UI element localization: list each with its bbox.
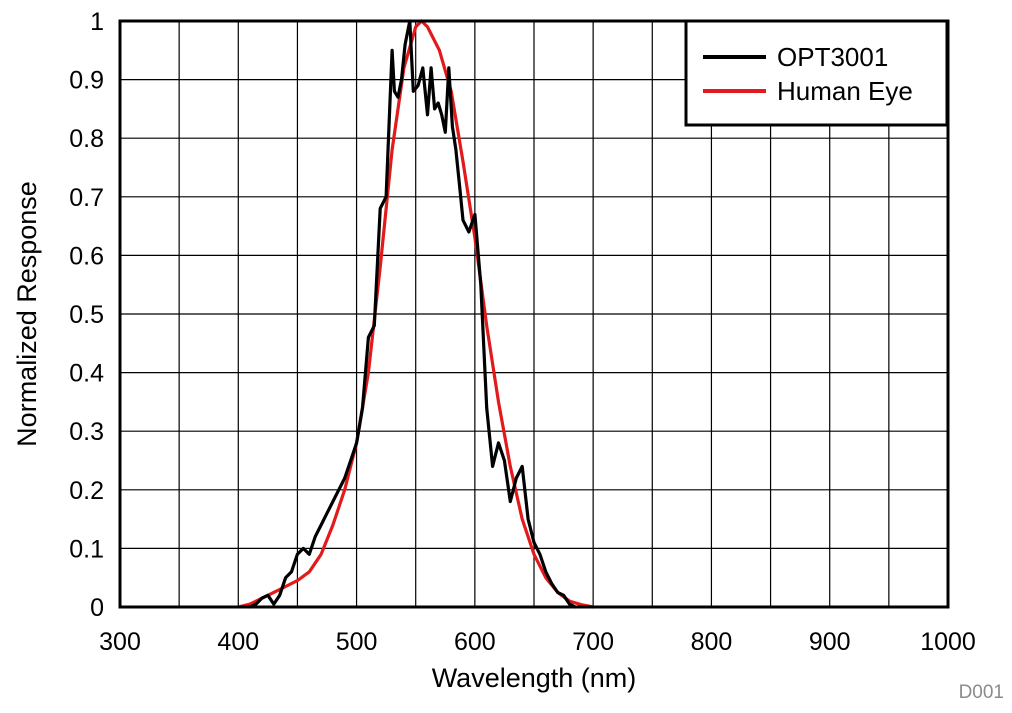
x-tick-label: 500: [336, 628, 378, 656]
x-axis-label: Wavelength (nm): [432, 663, 637, 693]
series-line-opt3001: [248, 19, 578, 609]
series-layer: [236, 19, 595, 609]
y-tick-label: 0.2: [69, 477, 104, 505]
x-tick-label: 900: [809, 628, 851, 656]
y-tick-labels: 0 0.1 0.2 0.3 0.4 0.5 0.6 0.7 0.8 0.9 1: [69, 8, 104, 622]
x-tick-label: 1000: [920, 628, 976, 656]
y-tick-label: 0.4: [69, 360, 104, 388]
y-tick-label: 0: [90, 594, 104, 622]
y-tick-label: 0.3: [69, 418, 104, 446]
x-tick-label: 600: [454, 628, 496, 656]
legend: OPT3001 Human Eye: [684, 19, 949, 127]
x-tick-label: 700: [572, 628, 614, 656]
legend-label-opt3001: OPT3001: [777, 42, 888, 72]
x-tick-label: 400: [217, 628, 259, 656]
x-tick-label: 800: [691, 628, 733, 656]
y-tick-label: 0.1: [69, 535, 104, 563]
series-line-human-eye: [236, 19, 595, 609]
x-tick-label: 300: [99, 628, 141, 656]
grid: [120, 21, 948, 607]
y-tick-label: 1: [90, 8, 104, 36]
plot-frame: [118, 19, 950, 609]
x-tick-labels: 300 400 500 600 700 800 900 1000: [99, 628, 976, 656]
y-tick-label: 0.6: [69, 242, 104, 270]
legend-label-human-eye: Human Eye: [777, 76, 913, 106]
y-tick-label: 0.7: [69, 184, 104, 212]
y-tick-label: 0.8: [69, 125, 104, 153]
y-tick-label: 0.9: [69, 67, 104, 95]
legend-box: [684, 19, 949, 127]
y-axis-label: Normalized Response: [12, 181, 42, 447]
figure-id: D001: [959, 682, 1004, 703]
y-tick-label: 0.5: [69, 301, 104, 329]
